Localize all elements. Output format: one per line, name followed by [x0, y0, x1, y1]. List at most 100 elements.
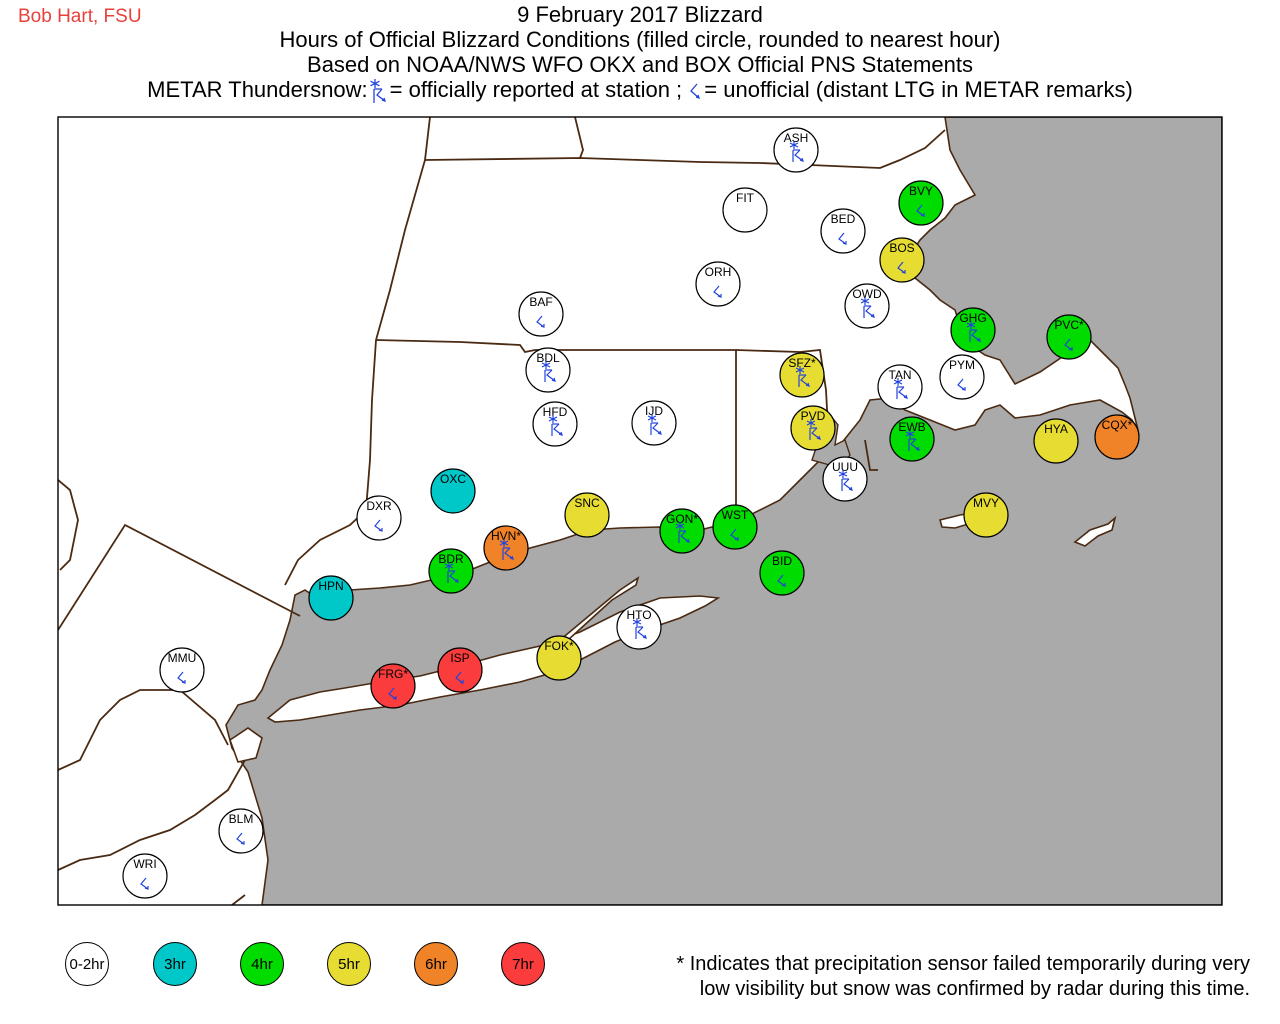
- station-wri: WRI: [122, 853, 168, 899]
- station-hya: HYA: [1033, 418, 1079, 464]
- station-pym: PYM: [939, 354, 985, 400]
- station-pvc: PVC*: [1046, 314, 1092, 360]
- station-label: EWB: [898, 420, 925, 434]
- station-marker: [722, 187, 768, 233]
- station-label: BDR: [438, 552, 464, 566]
- station-label: ORH: [705, 265, 732, 279]
- legend-item-3hr: 3hr: [153, 942, 197, 986]
- official-thundersnow-icon: [860, 297, 875, 318]
- legend-item-0-2hr: 0-2hr: [65, 942, 109, 986]
- legend-item-5hr: 5hr: [327, 942, 371, 986]
- station-marker: [122, 853, 168, 899]
- legend-item-6hr: 6hr: [414, 942, 458, 986]
- station-label: TAN: [888, 368, 911, 382]
- station-mmu: MMU: [159, 647, 205, 693]
- station-ash: ASH: [773, 127, 819, 173]
- official-thundersnow-icon: [369, 79, 386, 104]
- station-marker: [564, 492, 610, 538]
- station-ijd: IJD: [631, 400, 677, 446]
- station-marker: [437, 647, 483, 693]
- unofficial-thundersnow-icon: [455, 671, 464, 684]
- official-thundersnow-icon: [789, 141, 804, 162]
- station-frg: FRG*: [370, 663, 416, 709]
- station-cqx: CQX*: [1094, 414, 1140, 460]
- unofficial-thundersnow-icon: [713, 285, 722, 298]
- station-dxr: DXR: [356, 495, 402, 541]
- station-label: SNC: [574, 496, 600, 510]
- unofficial-thundersnow-icon: [897, 261, 906, 274]
- title-line-4-prefix: METAR Thundersnow:: [147, 77, 368, 102]
- station-label: FRG*: [378, 667, 408, 681]
- station-wst: WST: [712, 504, 758, 550]
- station-hto: HTO: [616, 604, 662, 650]
- station-isp: ISP: [437, 647, 483, 693]
- station-bdr: BDR: [428, 548, 474, 594]
- station-label: HYA: [1044, 422, 1068, 436]
- station-label: ISP: [450, 651, 469, 665]
- station-bvy: BVY: [898, 180, 944, 226]
- unofficial-thundersnow-icon: [177, 671, 186, 684]
- station-marker: [963, 492, 1009, 538]
- station-label: BOS: [889, 241, 914, 255]
- unofficial-thundersnow-icon: [1064, 338, 1073, 351]
- legend-item-4hr: 4hr: [240, 942, 284, 986]
- station-label: FIT: [736, 191, 755, 205]
- station-oxc: OXC: [430, 468, 476, 514]
- station-label: PVD: [801, 409, 826, 423]
- nantucket: [1073, 515, 1117, 547]
- station-bed: BED: [820, 208, 866, 254]
- station-label: HTO: [626, 608, 651, 622]
- station-ewb: EWB: [889, 416, 935, 462]
- station-label: GHG: [959, 311, 986, 325]
- station-label: BID: [772, 554, 792, 568]
- station-snc: SNC: [564, 492, 610, 538]
- official-thundersnow-icon: [548, 415, 563, 436]
- station-bos: BOS: [879, 237, 925, 283]
- official-thundersnow-icon: [795, 366, 810, 387]
- official-thundersnow-icon: [499, 539, 514, 560]
- station-marker: [1033, 418, 1079, 464]
- station-hvn: HVN*: [483, 525, 529, 571]
- official-thundersnow-icon: [806, 419, 821, 440]
- footnote-line-2: low visibility but snow was confirmed by…: [699, 978, 1250, 1000]
- unofficial-thundersnow-icon: [536, 315, 545, 328]
- station-label: BED: [831, 212, 856, 226]
- station-label: OXC: [440, 472, 466, 486]
- official-thundersnow-icon: [966, 321, 981, 342]
- station-marker: [695, 261, 741, 307]
- station-ghg: GHG: [950, 307, 996, 353]
- station-owd: OWD: [844, 283, 890, 329]
- station-sfz: SFZ*: [779, 352, 825, 398]
- official-thundersnow-icon: [675, 522, 690, 543]
- footnote-line-1: * Indicates that precipitation sensor fa…: [676, 953, 1250, 975]
- station-tan: TAN: [877, 364, 923, 410]
- station-gon: GON*: [659, 508, 705, 554]
- footnote: * Indicates that precipitation sensor fa…: [560, 952, 1250, 1002]
- station-label: HFD: [543, 405, 568, 419]
- station-mvy: MVY: [963, 492, 1009, 538]
- title-line-3: Based on NOAA/NWS WFO OKX and BOX Offici…: [307, 52, 973, 77]
- station-marker: [898, 180, 944, 226]
- unofficial-thundersnow-icon: [730, 528, 739, 541]
- station-fit: FIT: [722, 187, 768, 233]
- station-label: CQX*: [1102, 418, 1133, 432]
- station-marker: [218, 808, 264, 854]
- station-fok: FOK*: [536, 635, 582, 681]
- unofficial-thundersnow-icon: [690, 83, 701, 100]
- station-label: BVY: [909, 184, 933, 198]
- station-marker: [759, 550, 805, 596]
- station-pvd: PVD: [790, 405, 836, 451]
- station-label: HVN*: [491, 529, 521, 543]
- official-thundersnow-icon: [893, 378, 908, 399]
- long-island-north-fork: [557, 576, 640, 641]
- station-marker: [939, 354, 985, 400]
- station-label: MVY: [973, 496, 999, 510]
- station-marker: [879, 237, 925, 283]
- unofficial-thundersnow-icon: [957, 378, 966, 391]
- station-bid: BID: [759, 550, 805, 596]
- unofficial-thundersnow-icon: [838, 232, 847, 245]
- official-thundersnow-icon: [632, 618, 647, 639]
- station-uuu: UUU: [822, 456, 868, 502]
- station-marker: [159, 647, 205, 693]
